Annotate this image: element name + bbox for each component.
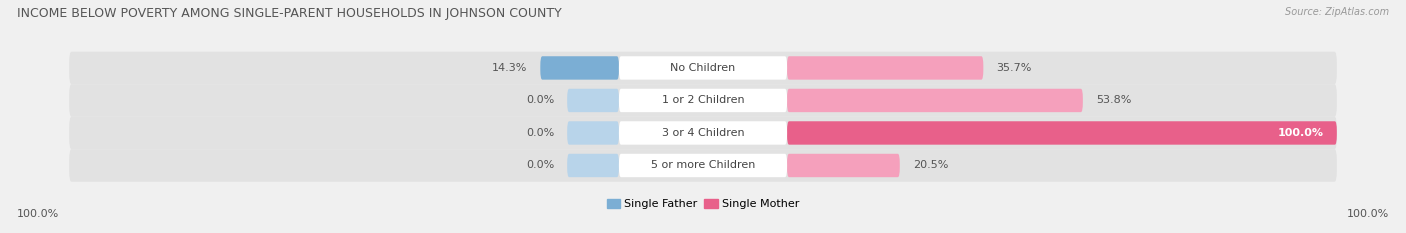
Text: 100.0%: 100.0%	[1347, 209, 1389, 219]
Text: 14.3%: 14.3%	[492, 63, 527, 73]
FancyBboxPatch shape	[69, 84, 1337, 117]
FancyBboxPatch shape	[619, 154, 787, 177]
FancyBboxPatch shape	[567, 154, 619, 177]
FancyBboxPatch shape	[787, 154, 900, 177]
FancyBboxPatch shape	[787, 121, 1337, 145]
Text: 0.0%: 0.0%	[526, 128, 554, 138]
Text: Source: ZipAtlas.com: Source: ZipAtlas.com	[1285, 7, 1389, 17]
FancyBboxPatch shape	[567, 121, 619, 145]
FancyBboxPatch shape	[787, 89, 1083, 112]
Text: 1 or 2 Children: 1 or 2 Children	[662, 96, 744, 106]
Text: 53.8%: 53.8%	[1095, 96, 1132, 106]
Text: 35.7%: 35.7%	[997, 63, 1032, 73]
FancyBboxPatch shape	[69, 117, 1337, 149]
FancyBboxPatch shape	[787, 56, 983, 80]
Legend: Single Father, Single Mother: Single Father, Single Mother	[602, 194, 804, 214]
Text: 100.0%: 100.0%	[1278, 128, 1324, 138]
FancyBboxPatch shape	[619, 56, 787, 80]
Text: 0.0%: 0.0%	[526, 96, 554, 106]
Text: 20.5%: 20.5%	[912, 161, 948, 171]
FancyBboxPatch shape	[540, 56, 619, 80]
FancyBboxPatch shape	[619, 121, 787, 145]
Text: 100.0%: 100.0%	[17, 209, 59, 219]
Text: 3 or 4 Children: 3 or 4 Children	[662, 128, 744, 138]
FancyBboxPatch shape	[567, 89, 619, 112]
Text: INCOME BELOW POVERTY AMONG SINGLE-PARENT HOUSEHOLDS IN JOHNSON COUNTY: INCOME BELOW POVERTY AMONG SINGLE-PARENT…	[17, 7, 561, 20]
FancyBboxPatch shape	[619, 89, 787, 112]
Text: 5 or more Children: 5 or more Children	[651, 161, 755, 171]
FancyBboxPatch shape	[69, 149, 1337, 182]
Text: 0.0%: 0.0%	[526, 161, 554, 171]
Text: No Children: No Children	[671, 63, 735, 73]
FancyBboxPatch shape	[69, 52, 1337, 84]
